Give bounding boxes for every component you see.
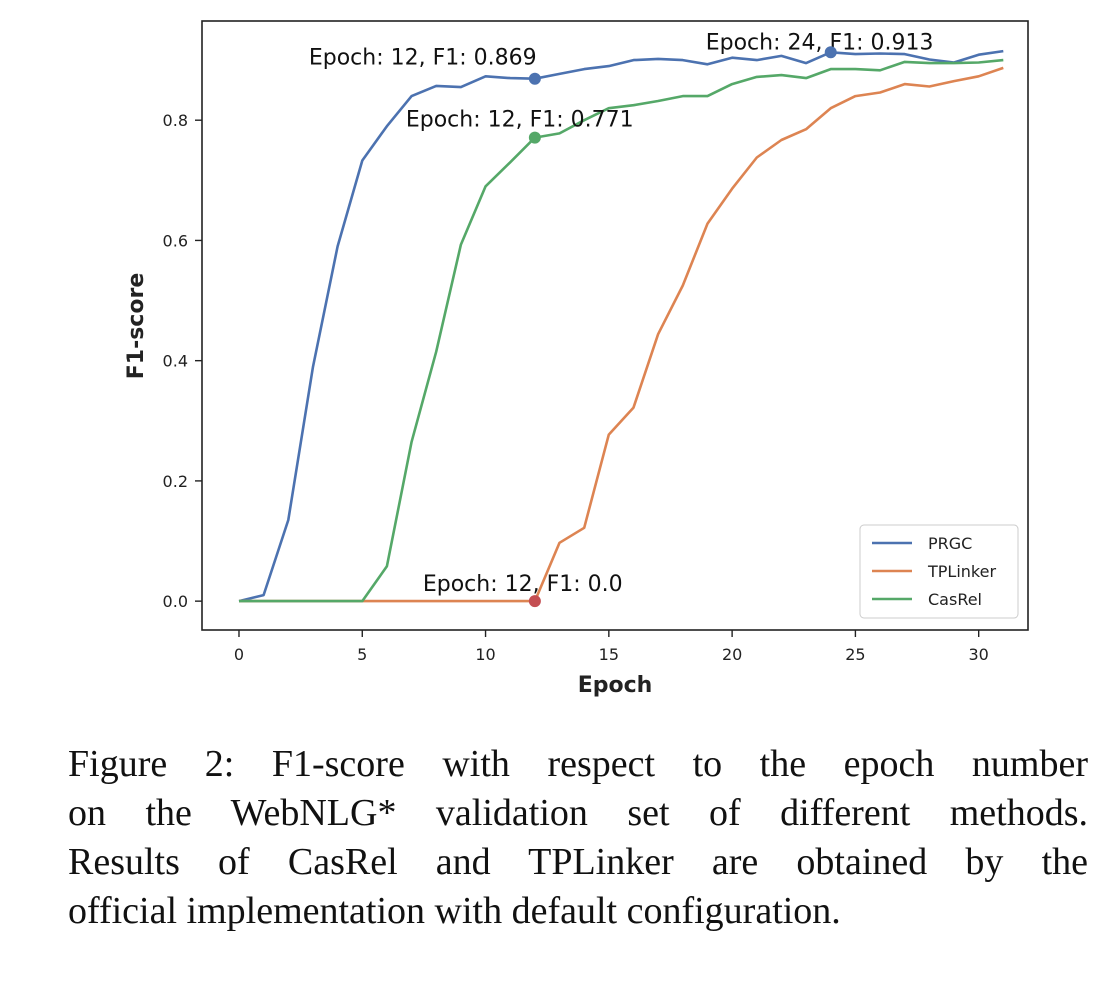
y-tick-label: 0.2 [163,472,188,491]
x-tick-label: 5 [357,645,367,664]
series-line-tplinker [239,66,1004,603]
annotation-marker [824,46,837,59]
legend-label-tplinker: TPLinker [927,562,996,581]
figure-caption: Figure 2: F1-score with respect to the e… [68,740,1088,936]
annotation-marker [528,72,541,85]
x-tick-label: 30 [969,645,989,664]
caption-line-4: official implementation with default con… [68,890,841,932]
x-axis-title: Epoch [578,673,653,698]
legend-items: PRGC TPLinker CasRel [872,534,996,609]
annotation-label: Epoch: 24, F1: 0.913 [706,30,934,55]
annotation-marker [528,131,541,144]
legend: PRGC TPLinker CasRel [859,524,1019,619]
y-tick-label: 0.8 [163,111,188,130]
series-lines [238,49,1004,603]
annotation-label: Epoch: 12, F1: 0.869 [309,46,537,71]
legend-label-casrel: CasRel [928,590,982,609]
series-line-casrel [239,58,1004,603]
y-tick-label: 0.4 [163,352,188,371]
x-tick-label: 0 [234,645,244,664]
legend-label-prgc: PRGC [928,534,972,553]
annotation-label: Epoch: 12, F1: 0.0 [423,572,623,597]
plot-frame [201,20,1029,631]
legend-box [859,524,1019,619]
annotation-label: Epoch: 12, F1: 0.771 [406,108,634,133]
x-axis-ticks: 0 5 10 15 20 25 30 [234,630,989,664]
annotation-marker [528,595,541,608]
x-tick-label: 20 [722,645,742,664]
x-tick-label: 10 [475,645,495,664]
series-line-prgc [238,49,1004,603]
x-tick-label: 15 [599,645,619,664]
caption-line-3: Results of CasRel and TPLinker are obtai… [68,841,1088,883]
annotations: Epoch: 12, F1: 0.869 Epoch: 24, F1: 0.913… [309,30,934,608]
f1-score-line-chart: 0 5 10 15 20 25 30 0.0 0.2 0.4 0.6 0.8 Epoch F1-sc… [124,20,1029,698]
caption-line-2: on the WebNLG* validation set of differe… [68,792,1088,834]
y-tick-label: 0.6 [163,231,188,250]
caption-line-1: Figure 2: F1-score with respect to the e… [68,743,1088,785]
x-tick-label: 25 [845,645,865,664]
y-tick-label: 0.0 [163,592,188,611]
y-axis-title: F1-score [124,273,149,380]
y-axis-ticks: 0.0 0.2 0.4 0.6 0.8 [163,111,202,611]
